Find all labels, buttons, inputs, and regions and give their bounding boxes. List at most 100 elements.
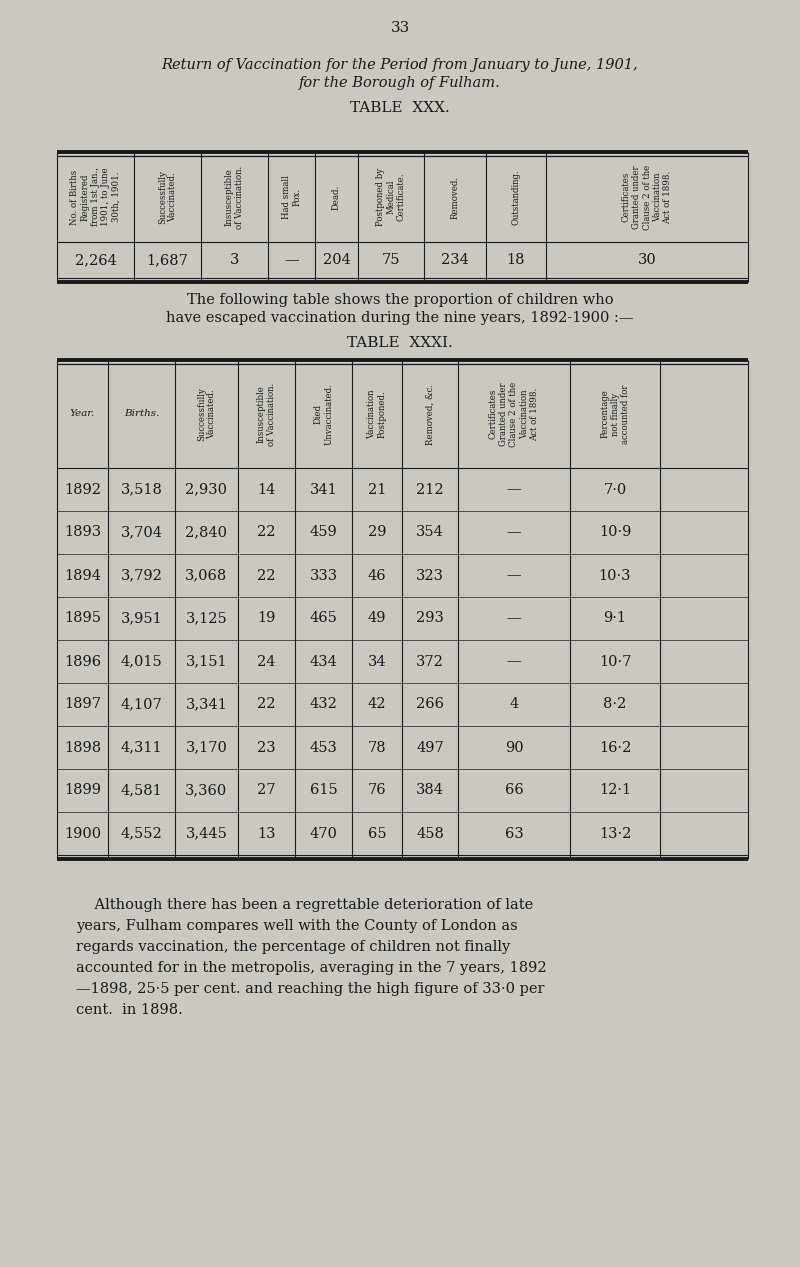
Text: 266: 266 (416, 698, 444, 712)
Text: 13: 13 (258, 826, 276, 840)
Text: 1893: 1893 (64, 526, 101, 540)
Text: 432: 432 (310, 698, 338, 712)
Text: Postponed by
Medical
Certificate.: Postponed by Medical Certificate. (376, 169, 406, 226)
Text: 458: 458 (416, 826, 444, 840)
Text: have escaped vaccination during the nine years, 1892-1900 :—: have escaped vaccination during the nine… (166, 310, 634, 326)
Text: 434: 434 (310, 655, 338, 669)
Text: cent.  in 1898.: cent. in 1898. (76, 1003, 182, 1017)
Text: 90: 90 (505, 740, 523, 755)
Text: 465: 465 (310, 612, 338, 626)
Text: 234: 234 (441, 253, 469, 267)
Text: 204: 204 (322, 253, 350, 267)
Text: 372: 372 (416, 655, 444, 669)
Text: Although there has been a regrettable deterioration of late: Although there has been a regrettable de… (76, 898, 534, 912)
Text: 66: 66 (505, 783, 523, 797)
Text: —1898, 25·5 per cent. and reaching the high figure of 33·0 per: —1898, 25·5 per cent. and reaching the h… (76, 982, 545, 996)
Text: Outstanding.: Outstanding. (511, 169, 521, 224)
Text: 384: 384 (416, 783, 444, 797)
Text: 3,951: 3,951 (121, 612, 162, 626)
Text: 27: 27 (258, 783, 276, 797)
Text: 7·0: 7·0 (603, 483, 626, 497)
Text: 16·2: 16·2 (599, 740, 631, 755)
Text: 3,360: 3,360 (186, 783, 228, 797)
Text: Insusceptible
of Vaccination.: Insusceptible of Vaccination. (257, 383, 276, 446)
Text: TABLE  XXX.: TABLE XXX. (350, 101, 450, 115)
Text: 46: 46 (368, 569, 386, 583)
Text: 212: 212 (416, 483, 444, 497)
Text: Successfully
Vaccinated.: Successfully Vaccinated. (158, 170, 178, 224)
Text: 13·2: 13·2 (599, 826, 631, 840)
Text: 4,107: 4,107 (121, 698, 162, 712)
Text: 24: 24 (258, 655, 276, 669)
Text: 3,518: 3,518 (121, 483, 162, 497)
Text: —: — (284, 253, 299, 267)
Text: 30: 30 (638, 253, 656, 267)
Text: The following table shows the proportion of children who: The following table shows the proportion… (186, 293, 614, 307)
Text: 78: 78 (368, 740, 386, 755)
Text: 497: 497 (416, 740, 444, 755)
Text: 4,311: 4,311 (121, 740, 162, 755)
Text: 34: 34 (368, 655, 386, 669)
Text: 1895: 1895 (64, 612, 101, 626)
Text: —: — (506, 526, 522, 540)
Text: 75: 75 (382, 253, 400, 267)
Text: 18: 18 (506, 253, 526, 267)
Text: 22: 22 (258, 698, 276, 712)
Text: 1897: 1897 (64, 698, 101, 712)
Text: 10·3: 10·3 (598, 569, 631, 583)
Text: No. of Births
Registered
from 1st Jan.,
1901, to June
30th, 1901.: No. of Births Registered from 1st Jan., … (70, 167, 121, 227)
Text: TABLE  XXXI.: TABLE XXXI. (347, 336, 453, 350)
Text: 23: 23 (257, 740, 276, 755)
Text: 3,792: 3,792 (121, 569, 162, 583)
Text: 76: 76 (368, 783, 386, 797)
Text: Certificates
Granted under
Clause 2 of the
Vaccination
Act of 1898.: Certificates Granted under Clause 2 of t… (489, 381, 539, 447)
Text: Certificates
Granted under
Clause 2 of the
Vaccination
Act of 1898.: Certificates Granted under Clause 2 of t… (622, 165, 672, 229)
Text: 323: 323 (416, 569, 444, 583)
Text: —: — (506, 569, 522, 583)
Text: 3,170: 3,170 (186, 740, 227, 755)
Text: Removed.: Removed. (450, 175, 459, 219)
Text: Return of Vaccination for the Period from January to June, 1901,: Return of Vaccination for the Period fro… (162, 58, 638, 72)
Text: —: — (506, 483, 522, 497)
Text: 2,930: 2,930 (186, 483, 227, 497)
Text: 42: 42 (368, 698, 386, 712)
Text: Insusceptible
of Vaccination.: Insusceptible of Vaccination. (225, 166, 244, 228)
Text: 4,015: 4,015 (121, 655, 162, 669)
Text: 3,068: 3,068 (186, 569, 228, 583)
Text: 14: 14 (258, 483, 276, 497)
Text: 470: 470 (310, 826, 338, 840)
Text: 10·7: 10·7 (599, 655, 631, 669)
Text: 354: 354 (416, 526, 444, 540)
Text: 1900: 1900 (64, 826, 101, 840)
Text: 12·1: 12·1 (599, 783, 631, 797)
Text: —: — (506, 612, 522, 626)
Text: Successfully
Vaccinated.: Successfully Vaccinated. (197, 386, 216, 441)
Text: 333: 333 (310, 569, 338, 583)
Text: 293: 293 (416, 612, 444, 626)
Text: 10·9: 10·9 (599, 526, 631, 540)
Text: 63: 63 (505, 826, 523, 840)
Text: accounted for in the metropolis, averaging in the 7 years, 1892: accounted for in the metropolis, averagi… (76, 960, 546, 976)
Text: Year.: Year. (70, 409, 95, 418)
Text: for the Borough of Fulham.: for the Borough of Fulham. (299, 76, 501, 90)
Text: 3,125: 3,125 (186, 612, 227, 626)
Text: Had small
Pox.: Had small Pox. (282, 175, 301, 219)
Text: 1896: 1896 (64, 655, 101, 669)
Text: 21: 21 (368, 483, 386, 497)
Text: 3,445: 3,445 (186, 826, 227, 840)
Text: 2,264: 2,264 (74, 253, 117, 267)
Text: 1894: 1894 (64, 569, 101, 583)
Text: 22: 22 (258, 569, 276, 583)
Text: 615: 615 (310, 783, 338, 797)
Text: 3: 3 (230, 253, 239, 267)
Text: Dead.: Dead. (332, 185, 341, 209)
Text: 29: 29 (368, 526, 386, 540)
Text: Births.: Births. (124, 409, 159, 418)
Text: 4,552: 4,552 (121, 826, 162, 840)
Text: 65: 65 (368, 826, 386, 840)
Text: Died
Unvaccinated.: Died Unvaccinated. (314, 383, 333, 445)
Text: 3,151: 3,151 (186, 655, 227, 669)
Text: 4: 4 (510, 698, 518, 712)
Text: 22: 22 (258, 526, 276, 540)
Text: 1898: 1898 (64, 740, 101, 755)
